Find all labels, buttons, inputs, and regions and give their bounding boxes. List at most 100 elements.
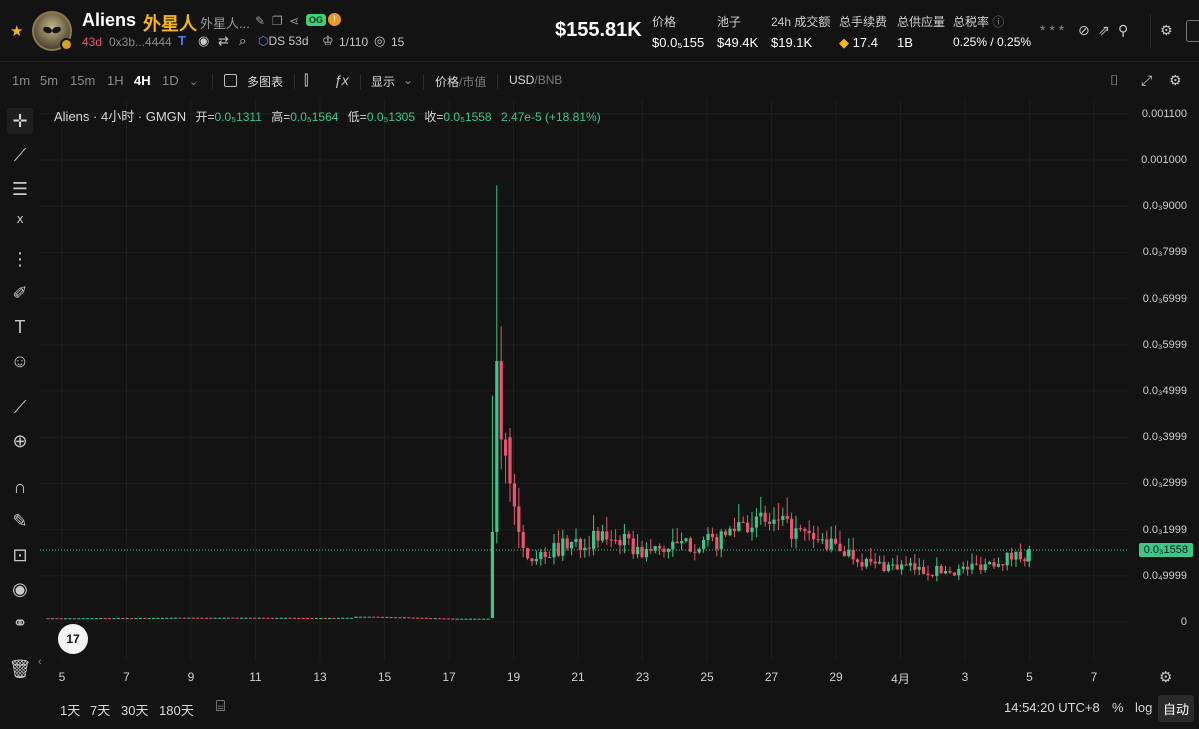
range-180d[interactable]: 180天 xyxy=(159,703,194,718)
candle-body xyxy=(904,564,908,566)
external-link-icon[interactable]: ⇗ xyxy=(1098,22,1110,38)
share-icon[interactable]: ⋖ xyxy=(289,14,300,28)
view-count: 15 xyxy=(391,35,405,49)
display-dropdown[interactable]: 显示 xyxy=(371,75,396,89)
lock-drawing-icon[interactable]: ✎ xyxy=(12,511,28,531)
candle-body xyxy=(583,547,587,551)
tf-1h[interactable]: 1H xyxy=(107,73,124,88)
price-tick-label: 0.001100 xyxy=(1141,107,1187,120)
candle-body xyxy=(935,566,939,577)
search-icon[interactable]: ⌕ xyxy=(239,33,247,48)
candle-body xyxy=(262,617,266,619)
stat-tax: 总税率 ⓘ 0.25% / 0.25% xyxy=(953,15,1032,49)
candle-body xyxy=(710,533,714,538)
hide-icon[interactable]: ⊘ xyxy=(1078,22,1090,38)
candle-body xyxy=(411,617,415,619)
axis-settings-icon[interactable]: ⚙ xyxy=(1159,669,1173,686)
candle-body xyxy=(922,566,926,574)
candle-body xyxy=(834,538,838,544)
range-7d[interactable]: 7天 xyxy=(90,703,111,718)
text-icon[interactable]: T xyxy=(14,317,26,337)
candle-body xyxy=(860,562,864,567)
currency-toggle[interactable]: USD/BNB xyxy=(509,73,563,87)
visibility-icon[interactable]: ◉ xyxy=(12,579,28,599)
candle-body xyxy=(464,618,468,620)
price-tick-label: 0.0₃6999 xyxy=(1142,292,1187,305)
range-1d[interactable]: 1天 xyxy=(60,703,81,718)
multi-chart-checkbox[interactable] xyxy=(224,74,237,87)
fee-icon: ◆ xyxy=(839,35,849,50)
price-tick-label: 0.001000 xyxy=(1141,154,1187,166)
percent-toggle[interactable]: % xyxy=(1112,700,1124,715)
goto-date-icon[interactable]: ⌸ xyxy=(216,698,226,715)
edit-icon[interactable]: ✎ xyxy=(255,14,266,28)
candle-body xyxy=(112,618,116,620)
range-30d[interactable]: 30天 xyxy=(121,703,149,718)
link-icon[interactable]: ⚭ xyxy=(12,613,28,633)
chart-settings-icon[interactable]: ⚙ xyxy=(1169,72,1182,88)
trash-icon[interactable]: 🗑 xyxy=(8,659,32,679)
candle-body xyxy=(319,618,323,620)
price-tick-label: 0.0₃5999 xyxy=(1142,338,1187,351)
candle-body xyxy=(970,563,974,570)
dexscreener-link[interactable]: ⬡DS 53d xyxy=(258,34,309,48)
time-tick-label: 23 xyxy=(635,670,650,684)
legend-change: 2.47e-5 (+18.81%) xyxy=(500,110,601,124)
time-tick-label: 11 xyxy=(249,670,262,684)
candle-body xyxy=(125,618,129,620)
ruler-icon[interactable]: ⟋ xyxy=(13,397,27,417)
horizontal-lines-icon[interactable]: ☰ xyxy=(11,179,29,199)
camera-icon[interactable]: ⌷ xyxy=(1110,72,1119,88)
clock-timezone[interactable]: 14:54:20 UTC+8 xyxy=(1004,700,1100,715)
crosshair-icon[interactable]: ✛ xyxy=(7,108,33,134)
pin-icon[interactable]: ⚲ xyxy=(1118,22,1129,38)
emoji-icon[interactable]: ☺ xyxy=(10,351,30,371)
brush-icon[interactable]: ✐ xyxy=(12,283,28,303)
price-mcap-toggle[interactable]: 价格/市值 xyxy=(435,75,487,89)
tradingview-logo[interactable]: 17 xyxy=(58,624,88,654)
magnet-icon[interactable]: ∩ xyxy=(13,477,27,497)
candle-body xyxy=(328,617,332,619)
candlestick-chart[interactable]: Aliens · 4小时 · GMGN 开=0.0₅1311 高=0.0₅156… xyxy=(40,100,1199,690)
tf-4h[interactable]: 4H xyxy=(134,73,151,88)
copy-icon[interactable]: ❐ xyxy=(272,14,283,28)
log-toggle[interactable]: log xyxy=(1135,700,1153,715)
time-tick-label: 5 xyxy=(1026,670,1033,684)
candle-body xyxy=(856,559,860,563)
tf-1m[interactable]: 1m xyxy=(12,73,31,88)
tf-1d[interactable]: 1D xyxy=(162,73,179,88)
pattern-icon[interactable]: ᕽ xyxy=(15,213,25,233)
candle-body xyxy=(402,617,406,619)
indicators-icon[interactable]: ƒx xyxy=(334,72,349,88)
crown-icon: ♔ xyxy=(322,33,334,48)
candle-body xyxy=(420,617,424,619)
website-icon[interactable]: ◉ xyxy=(198,33,210,48)
tf-15m[interactable]: 15m xyxy=(70,73,96,88)
price-tick-label: 0.0₃2999 xyxy=(1142,477,1187,490)
fib-icon[interactable]: ⋮ xyxy=(11,249,29,269)
auto-scale-toggle[interactable]: 自动 xyxy=(1158,695,1195,722)
market-cap: $155.81K xyxy=(555,19,642,41)
settings-icon[interactable]: ⚙ xyxy=(1160,22,1173,38)
candle-body xyxy=(209,617,213,619)
chart-canvas[interactable] xyxy=(40,100,1199,690)
candle-type-icon[interactable]: ⫿ xyxy=(304,72,309,88)
collapse-toolbar-icon[interactable]: ‹ xyxy=(38,656,42,668)
time-tick-label: 25 xyxy=(700,670,714,684)
display-chevron-icon[interactable]: ⌄ xyxy=(403,73,414,87)
panel-toggle-button[interactable] xyxy=(1186,20,1199,42)
candle-body xyxy=(196,617,200,619)
favorite-star-icon[interactable]: ★ xyxy=(10,23,24,40)
zoom-in-icon[interactable]: ⊕ xyxy=(12,431,28,451)
lock-icon[interactable]: ⊡ xyxy=(12,545,28,565)
chevron-down-icon[interactable]: ⌄ xyxy=(189,76,199,88)
multi-chart-label[interactable]: 多图表 xyxy=(247,75,284,89)
twitter-icon[interactable]: ⇄ xyxy=(218,33,229,48)
tron-icon[interactable]: T xyxy=(178,33,186,48)
fullscreen-icon[interactable]: ⤢ xyxy=(1141,72,1153,88)
candle-body xyxy=(798,528,802,530)
candle-body xyxy=(279,617,283,619)
contract-address[interactable]: 0x3b...4444 xyxy=(109,35,172,49)
trendline-icon[interactable]: ⟋ xyxy=(13,145,27,165)
tf-5m[interactable]: 5m xyxy=(40,73,59,88)
